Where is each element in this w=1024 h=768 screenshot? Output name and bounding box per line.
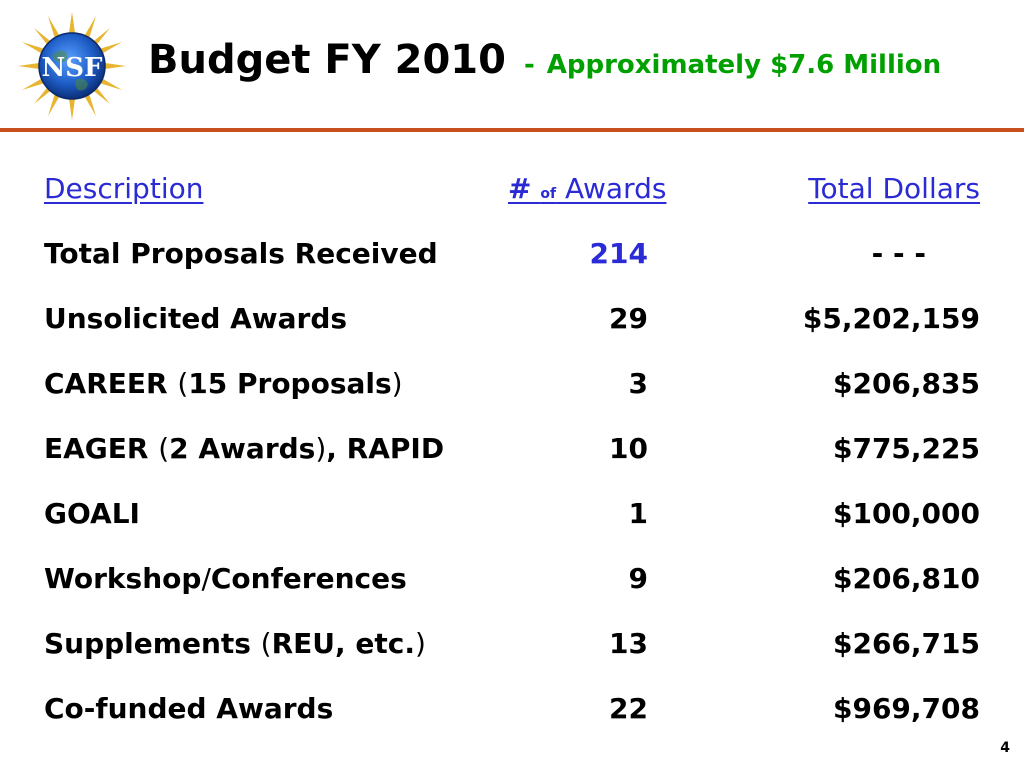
row-description-extra: , RAPID [326,432,445,465]
nsf-logo: NSF [18,12,126,120]
row-awards: 3 [628,367,648,400]
header-awards-hash: # [508,172,532,205]
page-number: 4 [1000,740,1010,756]
header-description-label: Description [44,172,204,205]
row-dollars: $206,835 [832,367,980,400]
budget-table: Description # of Awards Total Dollars To… [44,156,980,741]
table-row: Unsolicited Awards 29 $5,202,159 [44,286,980,351]
table-row: Workshop/Conferences 9 $206,810 [44,546,980,611]
table-row: CAREER (15 Proposals) 3 $206,835 [44,351,980,416]
row-description: Co-funded Awards [44,676,508,741]
row-description-text: EAGER [44,432,159,465]
row-description-paren: ( [158,432,170,465]
row-awards: 10 [609,432,648,465]
row-description-text: Total Proposals Received [44,237,438,270]
row-description-detail: Conferences [210,562,407,595]
header-awards-word: Awards [565,172,667,205]
row-awards: 13 [609,627,648,660]
header-total-dollars: Total Dollars [648,156,980,221]
row-description-slash: / [201,562,211,595]
row-description-text: Workshop [44,562,202,595]
row-description-detail: REU, etc. [271,627,416,660]
row-description-paren: ( [260,627,272,660]
row-description: GOALI [44,481,508,546]
table-row: EAGER (2 Awards), RAPID 10 $775,225 [44,416,980,481]
row-description: EAGER (2 Awards), RAPID [44,416,508,481]
row-description: Total Proposals Received [44,221,508,286]
row-awards: 214 [589,237,648,270]
row-awards: 9 [628,562,648,595]
row-description: CAREER (15 Proposals) [44,351,508,416]
row-description: Supplements (REU, etc.) [44,611,508,676]
table-row: Total Proposals Received 214 - - - [44,221,980,286]
table-header-row: Description # of Awards Total Dollars [44,156,980,221]
row-description-paren: ) [391,367,403,400]
header-awards: # of Awards [508,156,666,221]
row-dollars: $969,708 [832,692,980,725]
row-awards: 1 [628,497,648,530]
table-row: GOALI 1 $100,000 [44,481,980,546]
logo-text: NSF [41,53,103,83]
row-description-text: GOALI [44,497,140,530]
header-total-dollars-label: Total Dollars [808,172,980,205]
header-description: Description [44,156,508,221]
row-awards: 22 [609,692,648,725]
table-row: Co-funded Awards 22 $969,708 [44,676,980,741]
row-dollars: $5,202,159 [802,302,980,335]
row-dollars: $100,000 [832,497,980,530]
row-description: Unsolicited Awards [44,286,508,351]
slide-title: Budget FY 2010- Approximately $7.6 Millio… [148,40,941,80]
row-description-text: CAREER [44,367,178,400]
row-dollars: $775,225 [832,432,980,465]
row-description-text: Co-funded Awards [44,692,334,725]
row-description-paren: ( [177,367,189,400]
row-description-text: Unsolicited Awards [44,302,348,335]
row-description-text: Supplements [44,627,261,660]
row-description-detail: 15 Proposals [188,367,392,400]
row-awards: 29 [609,302,648,335]
row-dollars: - - - [871,237,926,270]
title-dash: - [523,50,535,80]
row-description: Workshop/Conferences [44,546,508,611]
title-main: Budget FY 2010 [148,37,506,83]
table-row: Supplements (REU, etc.) 13 $266,715 [44,611,980,676]
row-dollars: $266,715 [832,627,980,660]
logo-continents [52,50,88,91]
title-divider [0,128,1024,132]
title-subtitle: Approximately $7.6 Million [546,50,942,80]
logo-globe [38,32,106,100]
row-description-paren: ) [315,432,327,465]
row-description-detail: 2 Awards [169,432,316,465]
row-description-paren: ) [415,627,426,660]
row-dollars: $206,810 [832,562,980,595]
header-awards-of: of [540,186,557,202]
